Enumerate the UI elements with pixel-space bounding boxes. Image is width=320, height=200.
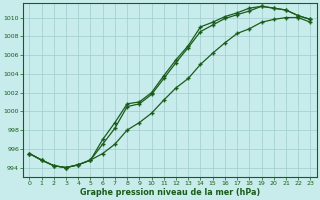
X-axis label: Graphe pression niveau de la mer (hPa): Graphe pression niveau de la mer (hPa)	[80, 188, 260, 197]
